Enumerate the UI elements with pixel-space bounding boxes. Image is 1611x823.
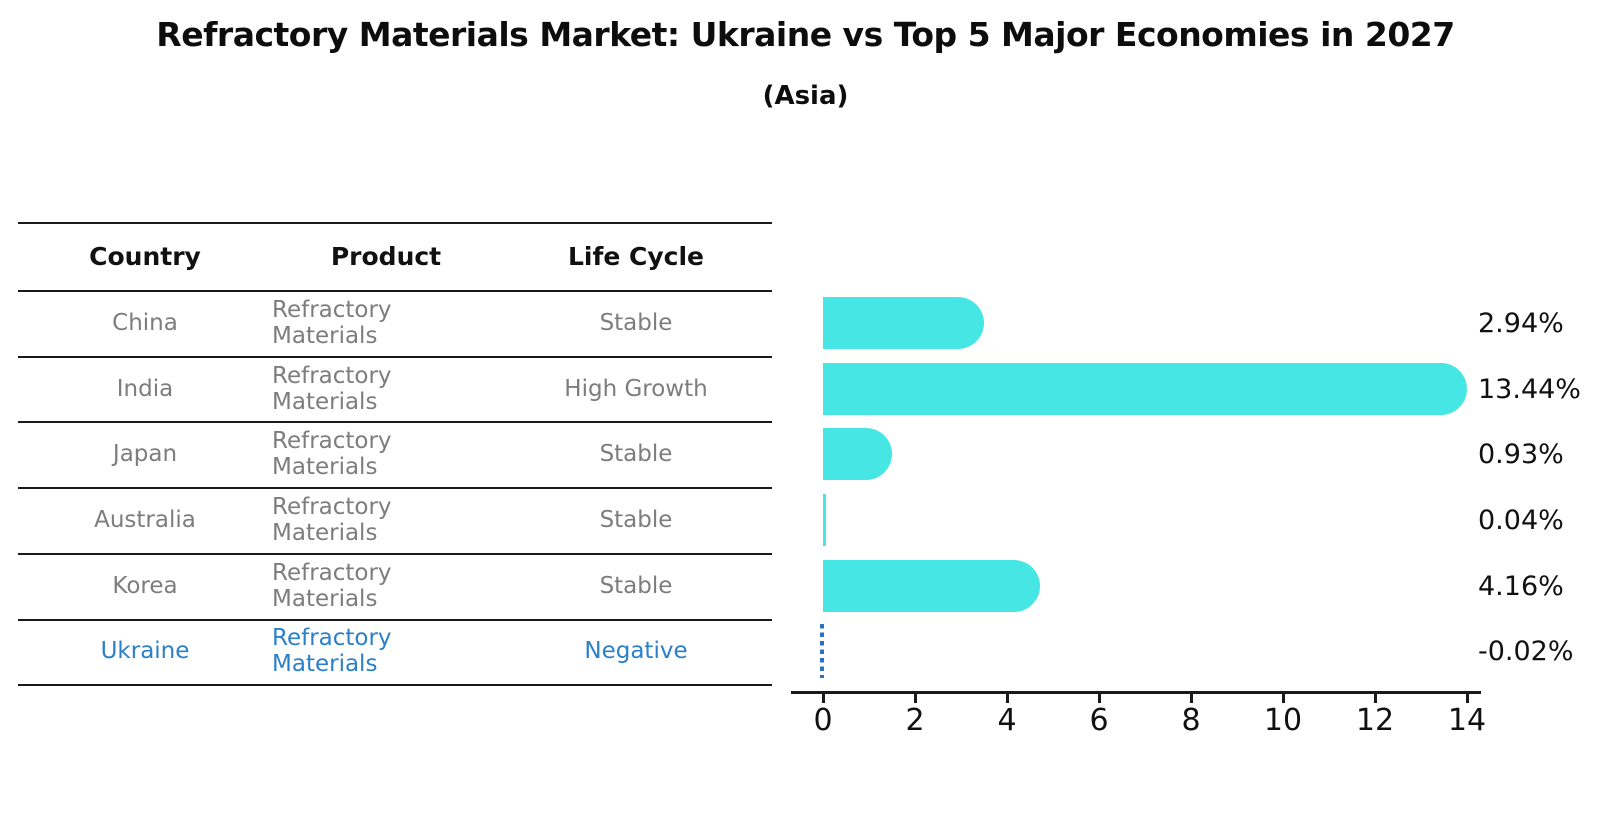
bar-china <box>823 297 985 349</box>
x-tick-0 <box>822 694 825 703</box>
cell-product-india: Refractory Materials <box>272 362 392 415</box>
x-tick-8 <box>1190 694 1193 703</box>
cell-product-korea: Refractory Materials <box>272 559 392 612</box>
cell-country-korea: Korea <box>112 572 178 599</box>
bar-ukraine-dashed-line <box>820 624 824 678</box>
x-tick-label-10: 10 <box>1263 703 1303 738</box>
cell-life_cycle-india: High Growth <box>564 375 708 402</box>
header-product: Product <box>330 241 442 271</box>
cell-country-china: China <box>112 309 178 336</box>
x-axis-line <box>791 691 1481 694</box>
table-rule <box>18 487 772 489</box>
x-tick-12 <box>1374 694 1377 703</box>
bar-india <box>823 363 1468 415</box>
table-rule <box>18 619 772 621</box>
value-label-china: 2.94% <box>1478 307 1564 339</box>
x-tick-label-6: 6 <box>1089 703 1109 738</box>
table-rule <box>18 553 772 555</box>
cell-life_cycle-australia: Stable <box>599 506 673 533</box>
table-rule <box>18 222 772 224</box>
cell-product-japan: Refractory Materials <box>272 428 392 481</box>
cell-life_cycle-ukraine: Negative <box>584 638 688 665</box>
value-label-australia: 0.04% <box>1478 504 1564 536</box>
header-country: Country <box>89 241 201 271</box>
cell-country-australia: Australia <box>94 506 196 533</box>
table-rule <box>18 290 772 292</box>
cell-life_cycle-japan: Stable <box>599 441 673 468</box>
x-tick-label-2: 2 <box>905 703 925 738</box>
table-rule <box>18 356 772 358</box>
x-tick-14 <box>1466 694 1469 703</box>
cell-product-china: Refractory Materials <box>272 296 392 349</box>
value-label-japan: 0.93% <box>1478 438 1564 470</box>
value-label-india: 13.44% <box>1478 373 1581 405</box>
cell-life_cycle-korea: Stable <box>599 572 673 599</box>
header-life_cycle: Life Cycle <box>567 241 705 271</box>
x-tick-label-14: 14 <box>1447 703 1487 738</box>
x-tick-label-8: 8 <box>1181 703 1201 738</box>
table-rule <box>18 421 772 423</box>
bar-japan <box>823 428 892 480</box>
x-tick-label-0: 0 <box>813 703 833 738</box>
chart-title: Refractory Materials Market: Ukraine vs … <box>156 15 1455 54</box>
cell-country-japan: Japan <box>112 441 178 468</box>
cell-product-australia: Refractory Materials <box>272 493 392 546</box>
cell-life_cycle-china: Stable <box>599 309 673 336</box>
x-tick-6 <box>1098 694 1101 703</box>
x-tick-label-12: 12 <box>1355 703 1395 738</box>
x-tick-4 <box>1006 694 1009 703</box>
chart-subtitle: (Asia) <box>762 81 849 111</box>
cell-product-ukraine: Refractory Materials <box>272 625 392 678</box>
bar-korea <box>823 560 1041 612</box>
x-tick-2 <box>914 694 917 703</box>
x-tick-10 <box>1282 694 1285 703</box>
value-label-ukraine: -0.02% <box>1478 635 1574 667</box>
value-label-korea: 4.16% <box>1478 570 1564 602</box>
bar-australia <box>823 494 826 546</box>
cell-country-ukraine: Ukraine <box>100 638 190 665</box>
x-tick-label-4: 4 <box>997 703 1017 738</box>
table-rule <box>18 684 772 686</box>
cell-country-india: India <box>116 375 174 402</box>
